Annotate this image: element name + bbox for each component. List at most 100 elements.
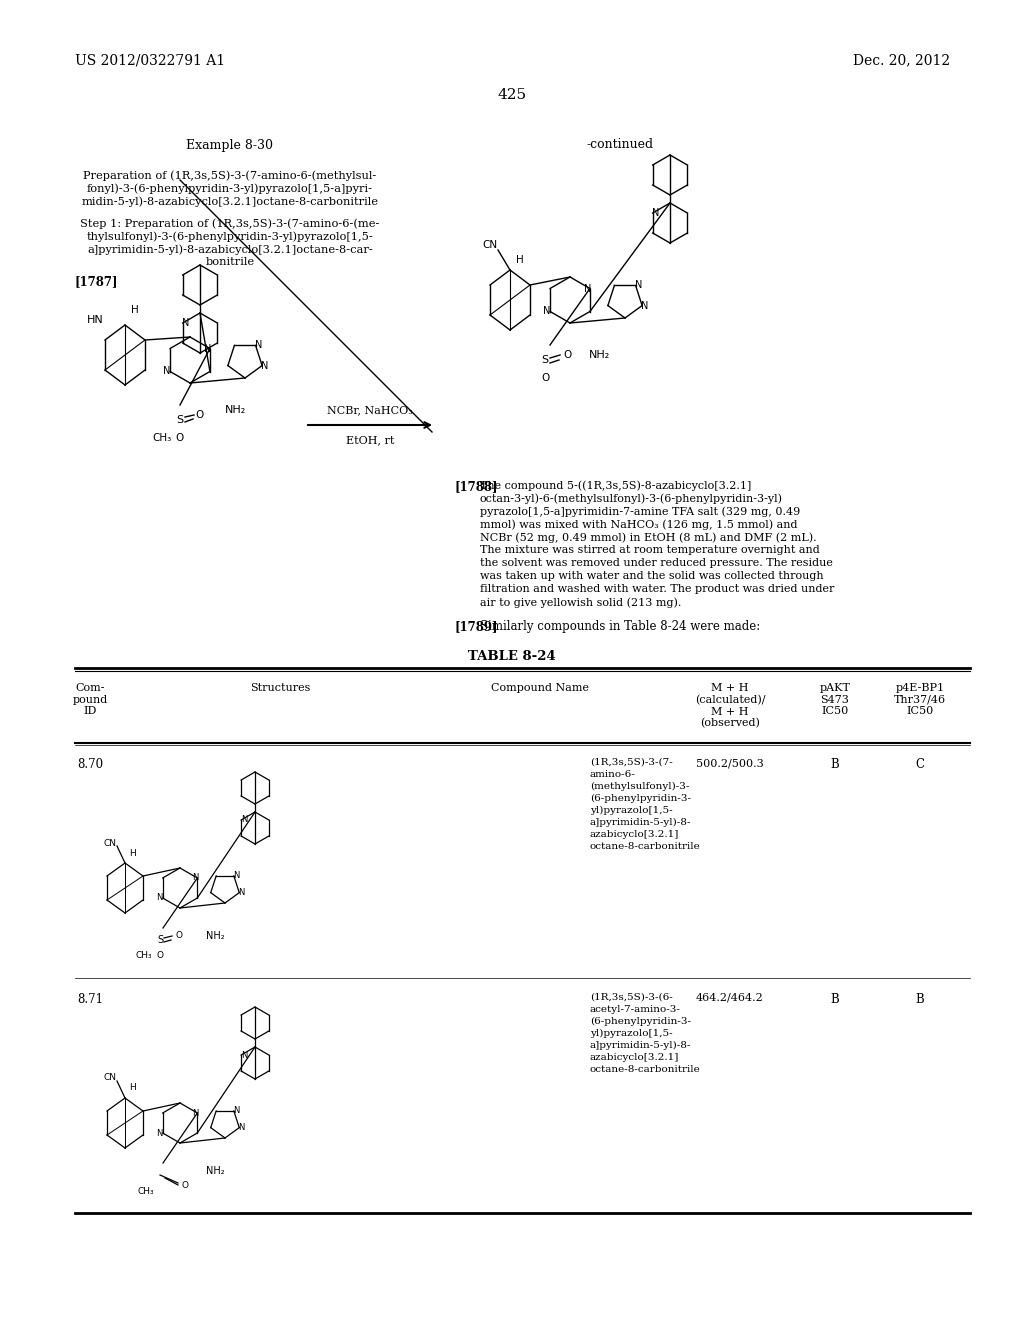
Text: [1787]: [1787]	[75, 275, 119, 288]
Text: amino-6-: amino-6-	[590, 770, 636, 779]
Text: H: H	[516, 255, 524, 265]
Text: filtration and washed with water. The product was dried under: filtration and washed with water. The pr…	[480, 583, 835, 594]
Text: fonyl)-3-(6-phenylpyridin-3-yl)pyrazolo[1,5-a]pyri-: fonyl)-3-(6-phenylpyridin-3-yl)pyrazolo[…	[87, 183, 373, 194]
Text: Structures: Structures	[250, 682, 310, 693]
Text: B: B	[915, 993, 925, 1006]
Text: -continued: -continued	[587, 139, 653, 152]
Text: CN: CN	[482, 240, 498, 249]
Text: 8.70: 8.70	[77, 758, 103, 771]
Text: O: O	[541, 374, 549, 383]
Text: NH₂: NH₂	[590, 350, 610, 360]
Text: thylsulfonyl)-3-(6-phenylpyridin-3-yl)pyrazolo[1,5-: thylsulfonyl)-3-(6-phenylpyridin-3-yl)py…	[87, 231, 374, 242]
Text: The mixture was stirred at room temperature overnight and: The mixture was stirred at room temperat…	[480, 545, 820, 554]
Text: N: N	[193, 1109, 199, 1118]
Text: H: H	[130, 849, 136, 858]
Text: yl)pyrazolo[1,5-: yl)pyrazolo[1,5-	[590, 807, 673, 816]
Text: p4E-BP1
Thr37/46
IC50: p4E-BP1 Thr37/46 IC50	[894, 682, 946, 717]
Text: NCBr (52 mg, 0.49 mmol) in EtOH (8 mL) and DMF (2 mL).: NCBr (52 mg, 0.49 mmol) in EtOH (8 mL) a…	[480, 532, 816, 543]
Text: octane-8-carbonitrile: octane-8-carbonitrile	[590, 842, 700, 851]
Text: Dec. 20, 2012: Dec. 20, 2012	[853, 53, 950, 67]
Text: NH₂: NH₂	[206, 931, 224, 941]
Text: EtOH, rt: EtOH, rt	[346, 436, 394, 445]
Text: N: N	[204, 343, 212, 354]
Text: S: S	[542, 355, 549, 366]
Text: O: O	[175, 932, 182, 940]
Text: H: H	[131, 305, 139, 315]
Text: (methylsulfonyl)-3-: (methylsulfonyl)-3-	[590, 781, 689, 791]
Text: Example 8-30: Example 8-30	[186, 139, 273, 152]
Text: H: H	[130, 1084, 136, 1093]
Text: yl)pyrazolo[1,5-: yl)pyrazolo[1,5-	[590, 1030, 673, 1038]
Text: Com-
pound
ID: Com- pound ID	[73, 682, 108, 717]
Text: NH₂: NH₂	[224, 405, 246, 414]
Text: [1788]: [1788]	[455, 480, 499, 492]
Text: N: N	[241, 1051, 248, 1060]
Text: pyrazolo[1,5-a]pyrimidin-7-amine TFA salt (329 mg, 0.49: pyrazolo[1,5-a]pyrimidin-7-amine TFA sal…	[480, 506, 800, 516]
Text: [1789]: [1789]	[455, 620, 499, 634]
Text: US 2012/0322791 A1: US 2012/0322791 A1	[75, 53, 225, 67]
Text: N: N	[238, 1123, 245, 1133]
Text: N: N	[261, 360, 269, 371]
Text: O: O	[196, 411, 204, 420]
Text: S: S	[176, 414, 183, 425]
Text: N: N	[255, 341, 262, 350]
Text: Compound Name: Compound Name	[490, 682, 589, 693]
Text: N: N	[635, 280, 642, 290]
Text: N: N	[585, 284, 592, 293]
Text: B: B	[830, 993, 840, 1006]
Text: 8.71: 8.71	[77, 993, 103, 1006]
Text: O: O	[181, 1180, 188, 1189]
Text: N: N	[157, 1129, 163, 1138]
Text: mmol) was mixed with NaHCO₃ (126 mg, 1.5 mmol) and: mmol) was mixed with NaHCO₃ (126 mg, 1.5…	[480, 519, 798, 529]
Text: Similarly compounds in Table 8-24 were made:: Similarly compounds in Table 8-24 were m…	[480, 620, 760, 634]
Text: N: N	[193, 874, 199, 883]
Text: (1R,3s,5S)-3-(6-: (1R,3s,5S)-3-(6-	[590, 993, 673, 1002]
Text: N: N	[641, 301, 649, 310]
Text: N: N	[544, 306, 551, 317]
Text: CH₃: CH₃	[153, 433, 172, 444]
Text: O: O	[176, 433, 184, 444]
Text: S: S	[157, 935, 163, 945]
Text: a]pyrimidin-5-yl)-8-azabicyclo[3.2.1]octane-8-car-: a]pyrimidin-5-yl)-8-azabicyclo[3.2.1]oct…	[87, 244, 373, 255]
Text: N: N	[652, 209, 659, 218]
Text: NCBr, NaHCO₃: NCBr, NaHCO₃	[327, 405, 413, 414]
Text: the solvent was removed under reduced pressure. The residue: the solvent was removed under reduced pr…	[480, 558, 833, 568]
Text: O: O	[563, 350, 571, 360]
Text: 464.2/464.2: 464.2/464.2	[696, 993, 764, 1003]
Text: (6-phenylpyridin-3-: (6-phenylpyridin-3-	[590, 1016, 691, 1026]
Text: Preparation of (1R,3s,5S)-3-(7-amino-6-(methylsul-: Preparation of (1R,3s,5S)-3-(7-amino-6-(…	[83, 170, 377, 181]
Text: N: N	[157, 894, 163, 903]
Text: bonitrile: bonitrile	[206, 257, 255, 267]
Text: midin-5-yl)-8-azabicyclo[3.2.1]octane-8-carbonitrile: midin-5-yl)-8-azabicyclo[3.2.1]octane-8-…	[82, 195, 379, 206]
Text: CH₃: CH₃	[136, 952, 153, 961]
Text: azabicyclo[3.2.1]: azabicyclo[3.2.1]	[590, 1053, 679, 1063]
Text: 500.2/500.3: 500.2/500.3	[696, 758, 764, 768]
Text: CN: CN	[103, 838, 117, 847]
Text: B: B	[830, 758, 840, 771]
Text: CN: CN	[103, 1073, 117, 1082]
Text: NH₂: NH₂	[206, 1166, 224, 1176]
Text: acetyl-7-amino-3-: acetyl-7-amino-3-	[590, 1005, 681, 1014]
Text: TABLE 8-24: TABLE 8-24	[468, 649, 556, 663]
Text: C: C	[915, 758, 925, 771]
Text: azabicyclo[3.2.1]: azabicyclo[3.2.1]	[590, 830, 679, 840]
Text: Step 1: Preparation of (1R,3s,5S)-3-(7-amino-6-(me-: Step 1: Preparation of (1R,3s,5S)-3-(7-a…	[80, 218, 380, 228]
Text: 425: 425	[498, 88, 526, 102]
Text: N: N	[238, 888, 245, 898]
Text: air to give yellowish solid (213 mg).: air to give yellowish solid (213 mg).	[480, 597, 681, 607]
Text: octan-3-yl)-6-(methylsulfonyl)-3-(6-phenylpyridin-3-yl): octan-3-yl)-6-(methylsulfonyl)-3-(6-phen…	[480, 492, 783, 503]
Text: The compound 5-((1R,3s,5S)-8-azabicyclo[3.2.1]: The compound 5-((1R,3s,5S)-8-azabicyclo[…	[480, 480, 752, 491]
Text: N: N	[232, 1106, 239, 1115]
Text: N: N	[241, 816, 248, 825]
Text: M + H
(calculated)/
M + H
(observed): M + H (calculated)/ M + H (observed)	[694, 682, 765, 729]
Text: pAKT
S473
IC50: pAKT S473 IC50	[819, 682, 851, 717]
Text: N: N	[164, 367, 171, 376]
Text: (6-phenylpyridin-3-: (6-phenylpyridin-3-	[590, 795, 691, 803]
Text: (1R,3s,5S)-3-(7-: (1R,3s,5S)-3-(7-	[590, 758, 673, 767]
Text: octane-8-carbonitrile: octane-8-carbonitrile	[590, 1065, 700, 1074]
Text: a]pyrimidin-5-yl)-8-: a]pyrimidin-5-yl)-8-	[590, 818, 691, 828]
Text: was taken up with water and the solid was collected through: was taken up with water and the solid wa…	[480, 572, 823, 581]
Text: N: N	[232, 871, 239, 880]
Text: O: O	[157, 952, 164, 961]
Text: a]pyrimidin-5-yl)-8-: a]pyrimidin-5-yl)-8-	[590, 1041, 691, 1051]
